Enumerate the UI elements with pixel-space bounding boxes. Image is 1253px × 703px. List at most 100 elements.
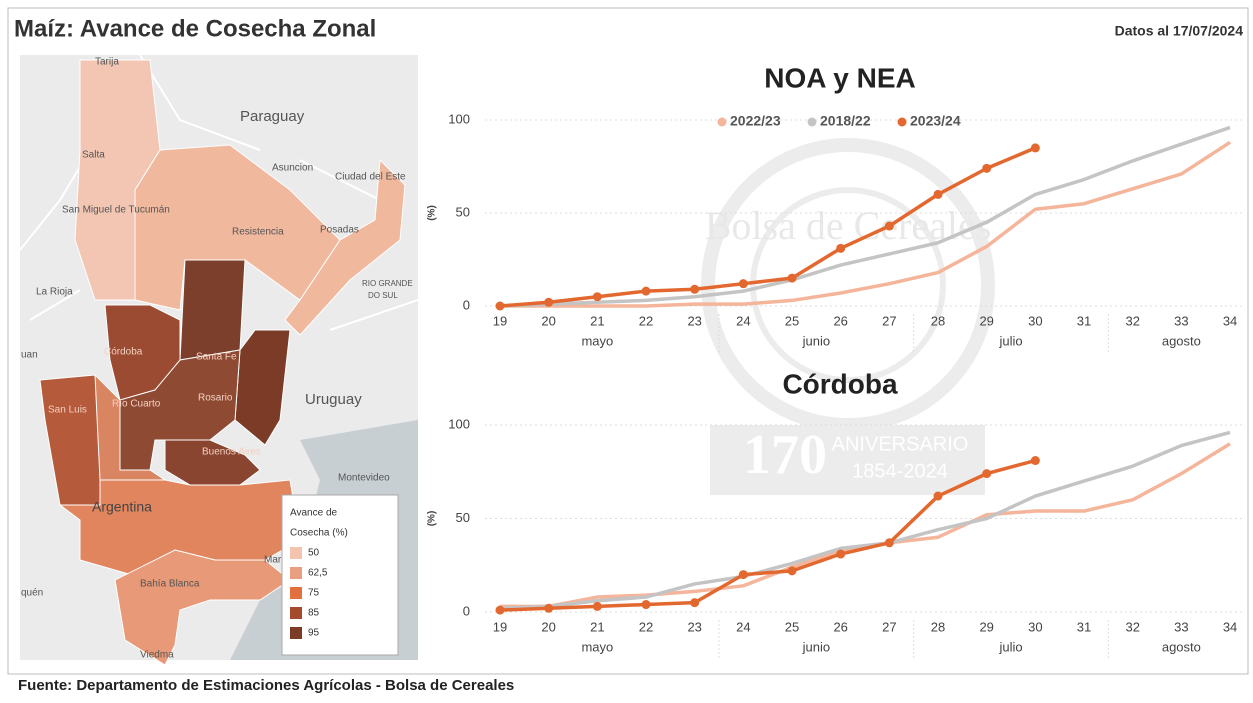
watermark-number: 170 [743, 424, 827, 486]
month-label: agosto [1162, 639, 1201, 654]
x-tick-label: 34 [1223, 619, 1237, 634]
place: Asuncion [272, 163, 313, 174]
date: Datos al 17/07/2024 [1115, 23, 1244, 39]
x-tick-label: 29 [979, 313, 993, 328]
legend-marker [807, 117, 817, 127]
data-point [592, 292, 602, 302]
place: Río Cuarto [112, 399, 161, 410]
y-axis-label: (%) [427, 511, 438, 527]
watermark-name: Bolsa de Cereales [705, 203, 992, 248]
x-tick-label: 33 [1174, 313, 1188, 328]
place: Rosario [198, 393, 233, 404]
month-label: julio [998, 333, 1022, 348]
data-point [1030, 143, 1040, 153]
legend-label: 62,5 [308, 568, 328, 579]
data-point [592, 601, 602, 611]
place: Buenos Aires [202, 447, 261, 458]
x-tick-label: 33 [1174, 619, 1188, 634]
data-point [933, 491, 943, 501]
legend-marker [717, 117, 727, 127]
x-tick-label: 28 [931, 619, 945, 634]
month-label: mayo [581, 639, 613, 654]
page-title: Maíz: Avance de Cosecha Zonal [14, 15, 376, 42]
chart-title: Córdoba [782, 368, 898, 399]
x-tick-label: 22 [639, 619, 653, 634]
x-tick-label: 31 [1077, 619, 1091, 634]
legend-label: 2023/24 [910, 113, 961, 129]
data-point [495, 605, 505, 615]
legend-swatch [290, 567, 302, 579]
watermark-years: 1854-2024 [852, 460, 948, 482]
x-tick-label: 24 [736, 619, 750, 634]
legend-marker [897, 117, 907, 127]
place: Tarija [95, 57, 119, 68]
region [179, 259, 246, 361]
data-point [690, 284, 700, 294]
place: Posadas [320, 225, 359, 236]
legend-label: 50 [308, 548, 320, 559]
y-tick-label: 0 [463, 603, 470, 618]
place: Mar [264, 555, 282, 566]
x-tick-label: 19 [493, 619, 507, 634]
x-tick-label: 20 [541, 619, 555, 634]
map-labels: Tarija Paraguay Salta Asuncion Ciudad de… [21, 57, 413, 661]
place: DO SUL [368, 291, 398, 300]
data-point [544, 297, 554, 307]
y-tick-label: 100 [448, 111, 470, 126]
x-tick-label: 27 [882, 619, 896, 634]
x-tick-label: 25 [785, 619, 799, 634]
x-tick-label: 25 [785, 313, 799, 328]
legend-label: 95 [308, 628, 320, 639]
data-point [641, 286, 651, 296]
legend-title: Cosecha (%) [290, 528, 348, 539]
place: Montevideo [338, 473, 390, 484]
x-tick-label: 32 [1125, 619, 1139, 634]
place: RIO GRANDE [362, 279, 413, 288]
data-point [738, 570, 748, 580]
data-point [641, 600, 651, 610]
legend-label: 85 [308, 608, 320, 619]
x-tick-label: 26 [833, 313, 847, 328]
x-tick-label: 21 [590, 313, 604, 328]
y-tick-label: 50 [456, 510, 470, 525]
data-point [787, 273, 797, 283]
series-line [500, 140, 1232, 308]
x-tick-label: 28 [931, 313, 945, 328]
x-tick-label: 19 [493, 313, 507, 328]
place: Viedma [140, 650, 174, 661]
place: Ciudad del Este [335, 172, 406, 183]
month-label: junio [802, 639, 830, 654]
x-tick-label: 23 [687, 313, 701, 328]
place: Bahía Blanca [140, 579, 200, 590]
data-point [690, 598, 700, 608]
data-point [884, 221, 894, 231]
legend-label: 2018/22 [820, 113, 871, 129]
place: Córdoba [104, 347, 143, 358]
data-point [836, 243, 846, 253]
legend-swatch [290, 587, 302, 599]
data-point [1030, 456, 1040, 466]
data-point [738, 279, 748, 289]
legend-title: Avance de [290, 508, 338, 519]
place: Uruguay [305, 391, 362, 408]
data-point [836, 549, 846, 559]
data-point [544, 603, 554, 613]
watermark: Bolsa de Cereales 170 ANIVERSARIO 1854-2… [701, 138, 995, 495]
x-tick-label: 30 [1028, 619, 1042, 634]
frame [7, 7, 1249, 675]
region [114, 549, 291, 666]
x-tick-label: 24 [736, 313, 750, 328]
x-tick-label: 23 [687, 619, 701, 634]
place: Paraguay [240, 108, 305, 125]
month-label: agosto [1162, 333, 1201, 348]
x-tick-label: 31 [1077, 313, 1091, 328]
x-tick-label: 27 [882, 313, 896, 328]
series-line [499, 458, 1036, 612]
y-tick-label: 50 [456, 204, 470, 219]
data-point [495, 301, 505, 311]
watermark-label: ANIVERSARIO [832, 433, 969, 455]
legend-swatch [290, 547, 302, 559]
place: Resistencia [232, 227, 284, 238]
ribbon [710, 425, 985, 495]
